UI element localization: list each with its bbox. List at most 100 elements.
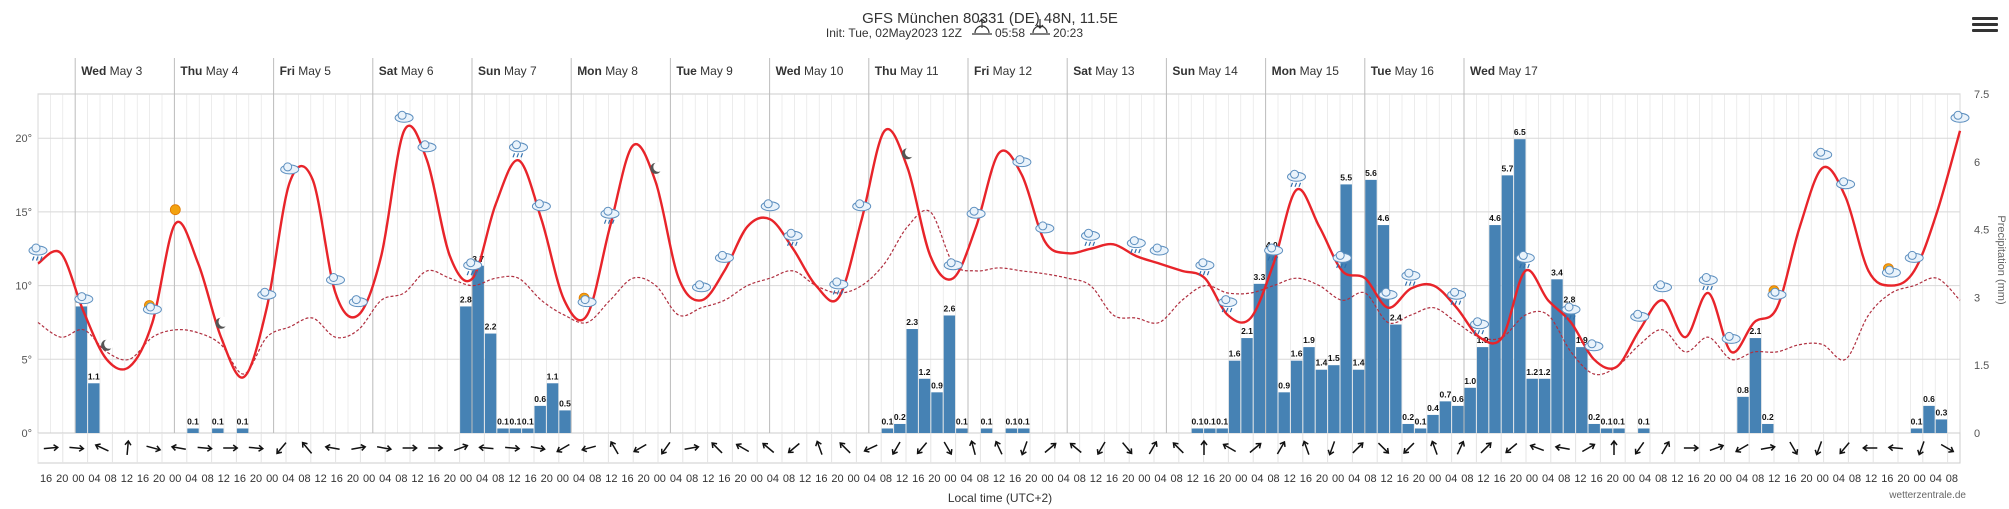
cloud-icon <box>257 287 277 300</box>
rain-icon <box>1332 250 1352 269</box>
precip-bar <box>943 315 956 433</box>
precip-bar <box>1352 369 1365 433</box>
y-tick-label-temp: 15° <box>15 207 32 219</box>
precip-bar <box>1303 347 1315 433</box>
x-tick-label: 08 <box>105 473 117 485</box>
rain-icon <box>1126 236 1146 254</box>
precip-bar-label: 2.8 <box>460 294 472 304</box>
precip-bar-label: 0.2 <box>1402 412 1414 422</box>
precip-bar-label: 2.6 <box>943 303 955 313</box>
day-label: Mon May 8 <box>577 64 638 78</box>
wind-arrow-icon <box>1122 442 1133 455</box>
x-tick-label: 00 <box>1526 473 1538 485</box>
precip-bar-label: 0.1 <box>881 416 893 426</box>
precip-bar-label: 0.1 <box>1204 416 1216 426</box>
precip-bar <box>460 306 472 433</box>
wind-arrow-icon <box>1940 443 1955 453</box>
x-tick-label: 16 <box>1784 473 1796 485</box>
precip-bar-label: 0.2 <box>894 412 906 422</box>
precip-bar <box>1018 428 1030 433</box>
precip-bar-label: 1.4 <box>1315 358 1327 368</box>
cloud-icon <box>74 292 94 305</box>
x-tick-label: 04 <box>88 473 100 485</box>
x-tick-label: 12 <box>508 473 520 485</box>
precip-bar <box>1613 428 1625 433</box>
cloud-icon <box>714 250 734 263</box>
x-tick-label: 00 <box>72 473 84 485</box>
precip-bar-label: 0.1 <box>509 416 521 426</box>
x-tick-label: 04 <box>185 473 197 485</box>
wind-arrow-icon <box>1917 441 1925 456</box>
wind-arrow-icon <box>1352 442 1364 454</box>
precip-bar-label: 0.6 <box>1452 394 1464 404</box>
precip-bar-label: 2.4 <box>1390 313 1402 323</box>
day-label: Mon May 15 <box>1272 64 1340 78</box>
moon-icon <box>215 316 229 329</box>
precip-bar <box>881 428 894 433</box>
precip-bar-label: 0.9 <box>1278 380 1290 390</box>
precip-bar <box>1749 338 1762 433</box>
wind-arrow-icon <box>301 441 313 454</box>
wind-arrow-icon <box>276 442 287 455</box>
precip-bar <box>1737 396 1749 433</box>
x-tick-label: 00 <box>1623 473 1635 485</box>
x-tick-label: 20 <box>1510 473 1522 485</box>
day-label: Wed May 10 <box>776 64 844 78</box>
precip-bar-label: 3.7 <box>472 254 484 264</box>
x-tick-label: 00 <box>1332 473 1344 485</box>
wind-arrow-icon <box>556 443 570 453</box>
wind-arrow-icon <box>762 442 775 454</box>
precip-bar-label: 0.1 <box>956 416 968 426</box>
precip-bar <box>980 428 993 433</box>
x-tick-label: 00 <box>169 473 181 485</box>
precip-bar-label: 5.6 <box>1365 168 1377 178</box>
x-tick-label: 12 <box>702 473 714 485</box>
x-tick-label: 04 <box>961 473 973 485</box>
x-tick-label: 04 <box>379 473 391 485</box>
precip-bar <box>1526 378 1538 433</box>
wind-arrow-icon <box>505 444 521 452</box>
precip-bar <box>559 410 571 433</box>
precip-bar <box>1452 405 1464 433</box>
x-tick-label: 20 <box>1413 473 1425 485</box>
x-tick-label: 20 <box>56 473 68 485</box>
precip-bar-label: 1.0 <box>1464 376 1476 386</box>
hamburger-menu-icon[interactable] <box>1972 14 1998 38</box>
x-tick-label: 16 <box>40 473 52 485</box>
x-tick-label: 16 <box>1106 473 1118 485</box>
cloud-icon <box>531 199 551 212</box>
cloud-icon <box>1584 339 1604 352</box>
precip-bar <box>497 428 509 433</box>
day-label: Sun May 7 <box>478 64 537 78</box>
wind-arrow-icon <box>1403 442 1415 454</box>
x-tick-label: 08 <box>977 473 989 485</box>
x-tick-label: 20 <box>734 473 746 485</box>
x-tick-label: 04 <box>1348 473 1360 485</box>
wind-arrow-icon <box>402 444 418 452</box>
x-tick-label: 12 <box>896 473 908 485</box>
wind-arrow-icon <box>1839 442 1850 455</box>
cloud-icon <box>852 199 872 212</box>
x-tick-label: 20 <box>1800 473 1812 485</box>
y-tick-label-precip: 3 <box>1974 292 1980 304</box>
rain-icon <box>1218 295 1238 313</box>
precip-bar-label: 0.1 <box>1415 416 1427 426</box>
precip-bar <box>1935 419 1948 433</box>
day-label: Thu May 4 <box>180 64 238 78</box>
cloud-icon <box>1035 221 1055 234</box>
precip-bar <box>1910 428 1923 433</box>
precip-bar <box>1241 338 1253 433</box>
precip-bar-label: 5.7 <box>1501 163 1513 173</box>
wind-arrow-icon <box>1610 439 1618 455</box>
precip-bar-label: 0.1 <box>497 416 509 426</box>
wind-arrow-icon <box>943 441 953 456</box>
wind-arrow-icon <box>351 443 367 451</box>
cloud-icon <box>760 199 780 212</box>
cloud-icon <box>1653 280 1672 293</box>
wind-arrow-icon <box>428 444 444 452</box>
wind-arrow-icon <box>1760 443 1776 451</box>
y-tick-label-precip: 6 <box>1974 157 1980 169</box>
wind-arrow-icon <box>1634 441 1645 455</box>
precip-bar <box>1216 428 1228 433</box>
x-tick-label: 04 <box>1154 473 1166 485</box>
